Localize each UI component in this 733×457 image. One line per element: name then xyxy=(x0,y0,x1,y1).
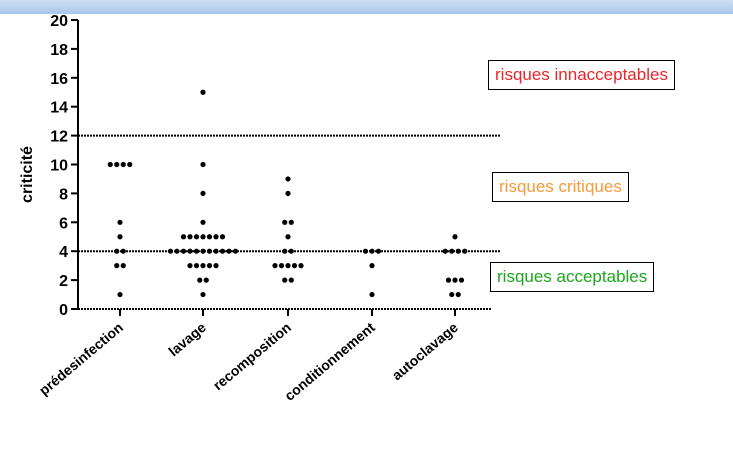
data-point xyxy=(200,190,206,196)
data-point xyxy=(120,248,126,254)
data-point xyxy=(206,248,213,254)
data-point xyxy=(369,291,375,298)
data-point xyxy=(445,277,452,283)
y-tick-label-0: 0 xyxy=(59,302,68,319)
data-point xyxy=(232,248,239,254)
y-tick-label-2: 2 xyxy=(59,273,68,290)
data-point xyxy=(285,176,291,182)
x-tick-label-prédesinfection: prédesinfection xyxy=(36,319,126,398)
data-point xyxy=(206,234,213,240)
y-tick-label-16: 16 xyxy=(50,71,68,88)
data-point xyxy=(200,161,206,168)
data-point xyxy=(449,248,455,254)
top-bar xyxy=(0,0,733,14)
data-point xyxy=(282,277,288,283)
x-tick-label-lavage: lavage xyxy=(165,319,209,359)
data-point xyxy=(282,219,288,225)
data-point xyxy=(180,248,187,254)
data-point xyxy=(213,263,219,269)
data-point xyxy=(120,161,126,168)
y-tick-label-12: 12 xyxy=(50,129,68,146)
data-point xyxy=(442,248,448,254)
zone-label-acceptables: risques acceptables xyxy=(490,262,655,292)
y-tick-label-6: 6 xyxy=(59,215,68,232)
data-point xyxy=(219,248,226,254)
data-point xyxy=(455,291,461,298)
data-point xyxy=(114,263,120,269)
data-point xyxy=(219,234,226,240)
data-point xyxy=(369,248,375,254)
data-point xyxy=(200,263,206,269)
data-point xyxy=(187,263,193,269)
data-point xyxy=(193,263,200,269)
y-tick-label-8: 8 xyxy=(59,186,68,203)
data-point xyxy=(375,248,382,254)
data-point xyxy=(174,248,180,254)
data-point xyxy=(203,277,209,283)
y-axis-title: criticité xyxy=(19,146,36,203)
data-point xyxy=(197,277,203,283)
data-point xyxy=(117,219,123,225)
zone-label-innacceptables: risques innacceptables xyxy=(488,60,675,90)
data-point xyxy=(226,248,232,254)
data-point xyxy=(272,263,278,269)
data-point xyxy=(120,263,126,269)
data-point xyxy=(282,248,288,254)
data-point xyxy=(285,263,291,269)
data-point xyxy=(200,219,206,225)
data-point xyxy=(114,248,120,254)
data-point xyxy=(462,248,468,254)
data-point xyxy=(193,248,200,254)
data-point xyxy=(200,89,206,95)
zone-label-critiques: risques critiques xyxy=(492,172,629,202)
data-point xyxy=(449,291,455,298)
data-point xyxy=(291,263,298,269)
data-point xyxy=(285,190,291,196)
data-point xyxy=(452,234,458,240)
data-point xyxy=(200,291,206,298)
y-tick-label-10: 10 xyxy=(50,158,68,175)
data-point xyxy=(285,234,291,240)
x-tick-label-recomposition: recomposition xyxy=(210,319,294,393)
axes xyxy=(71,19,492,316)
data-point xyxy=(455,248,461,254)
x-tick-label-conditionnement: conditionnement xyxy=(281,319,378,404)
x-tick-label-autoclavage: autoclavage xyxy=(389,319,461,383)
data-point xyxy=(206,263,213,269)
y-tick-label-14: 14 xyxy=(50,100,68,117)
data-point xyxy=(117,291,123,298)
data-point xyxy=(288,248,294,254)
data-point xyxy=(458,277,465,283)
data-point xyxy=(117,234,123,240)
data-point xyxy=(369,263,375,269)
data-point xyxy=(452,277,458,283)
data-point xyxy=(187,234,193,240)
data-point xyxy=(362,248,369,254)
data-point xyxy=(114,161,120,168)
data-point xyxy=(193,234,200,240)
data-point xyxy=(127,161,133,168)
data-points xyxy=(107,89,468,298)
data-point xyxy=(200,234,206,240)
data-point xyxy=(180,234,187,240)
data-point xyxy=(278,263,285,269)
data-point xyxy=(167,248,174,254)
data-point xyxy=(288,277,294,283)
y-tick-label-18: 18 xyxy=(50,42,68,59)
axis-labels: 0 2 4 6 8 10 12 14 16 18 20 prédesinfection lavage re… xyxy=(19,13,461,404)
data-point xyxy=(200,248,206,254)
y-tick-label-20: 20 xyxy=(50,13,68,30)
data-point xyxy=(213,248,219,254)
y-tick-label-4: 4 xyxy=(59,244,68,261)
data-point xyxy=(187,248,193,254)
data-point xyxy=(298,263,304,269)
data-point xyxy=(107,161,113,168)
data-point xyxy=(213,234,219,240)
data-point xyxy=(288,219,294,225)
